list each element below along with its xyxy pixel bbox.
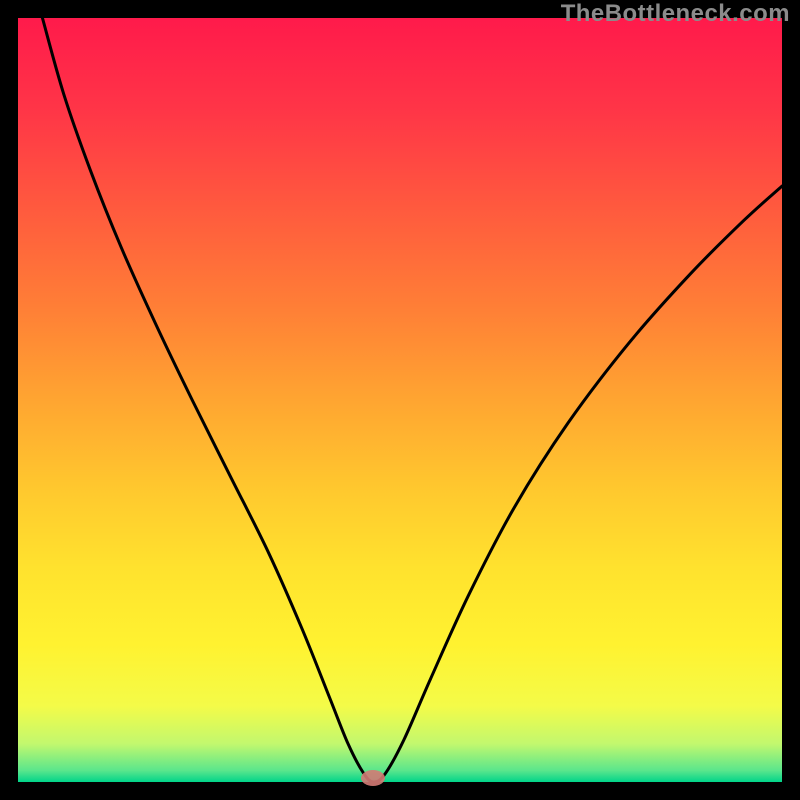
chart-root: TheBottleneck.com bbox=[0, 0, 800, 800]
watermark-text: TheBottleneck.com bbox=[561, 0, 790, 28]
optimum-marker bbox=[361, 770, 385, 786]
plot-area bbox=[18, 18, 782, 782]
bottleneck-curve bbox=[18, 18, 782, 782]
